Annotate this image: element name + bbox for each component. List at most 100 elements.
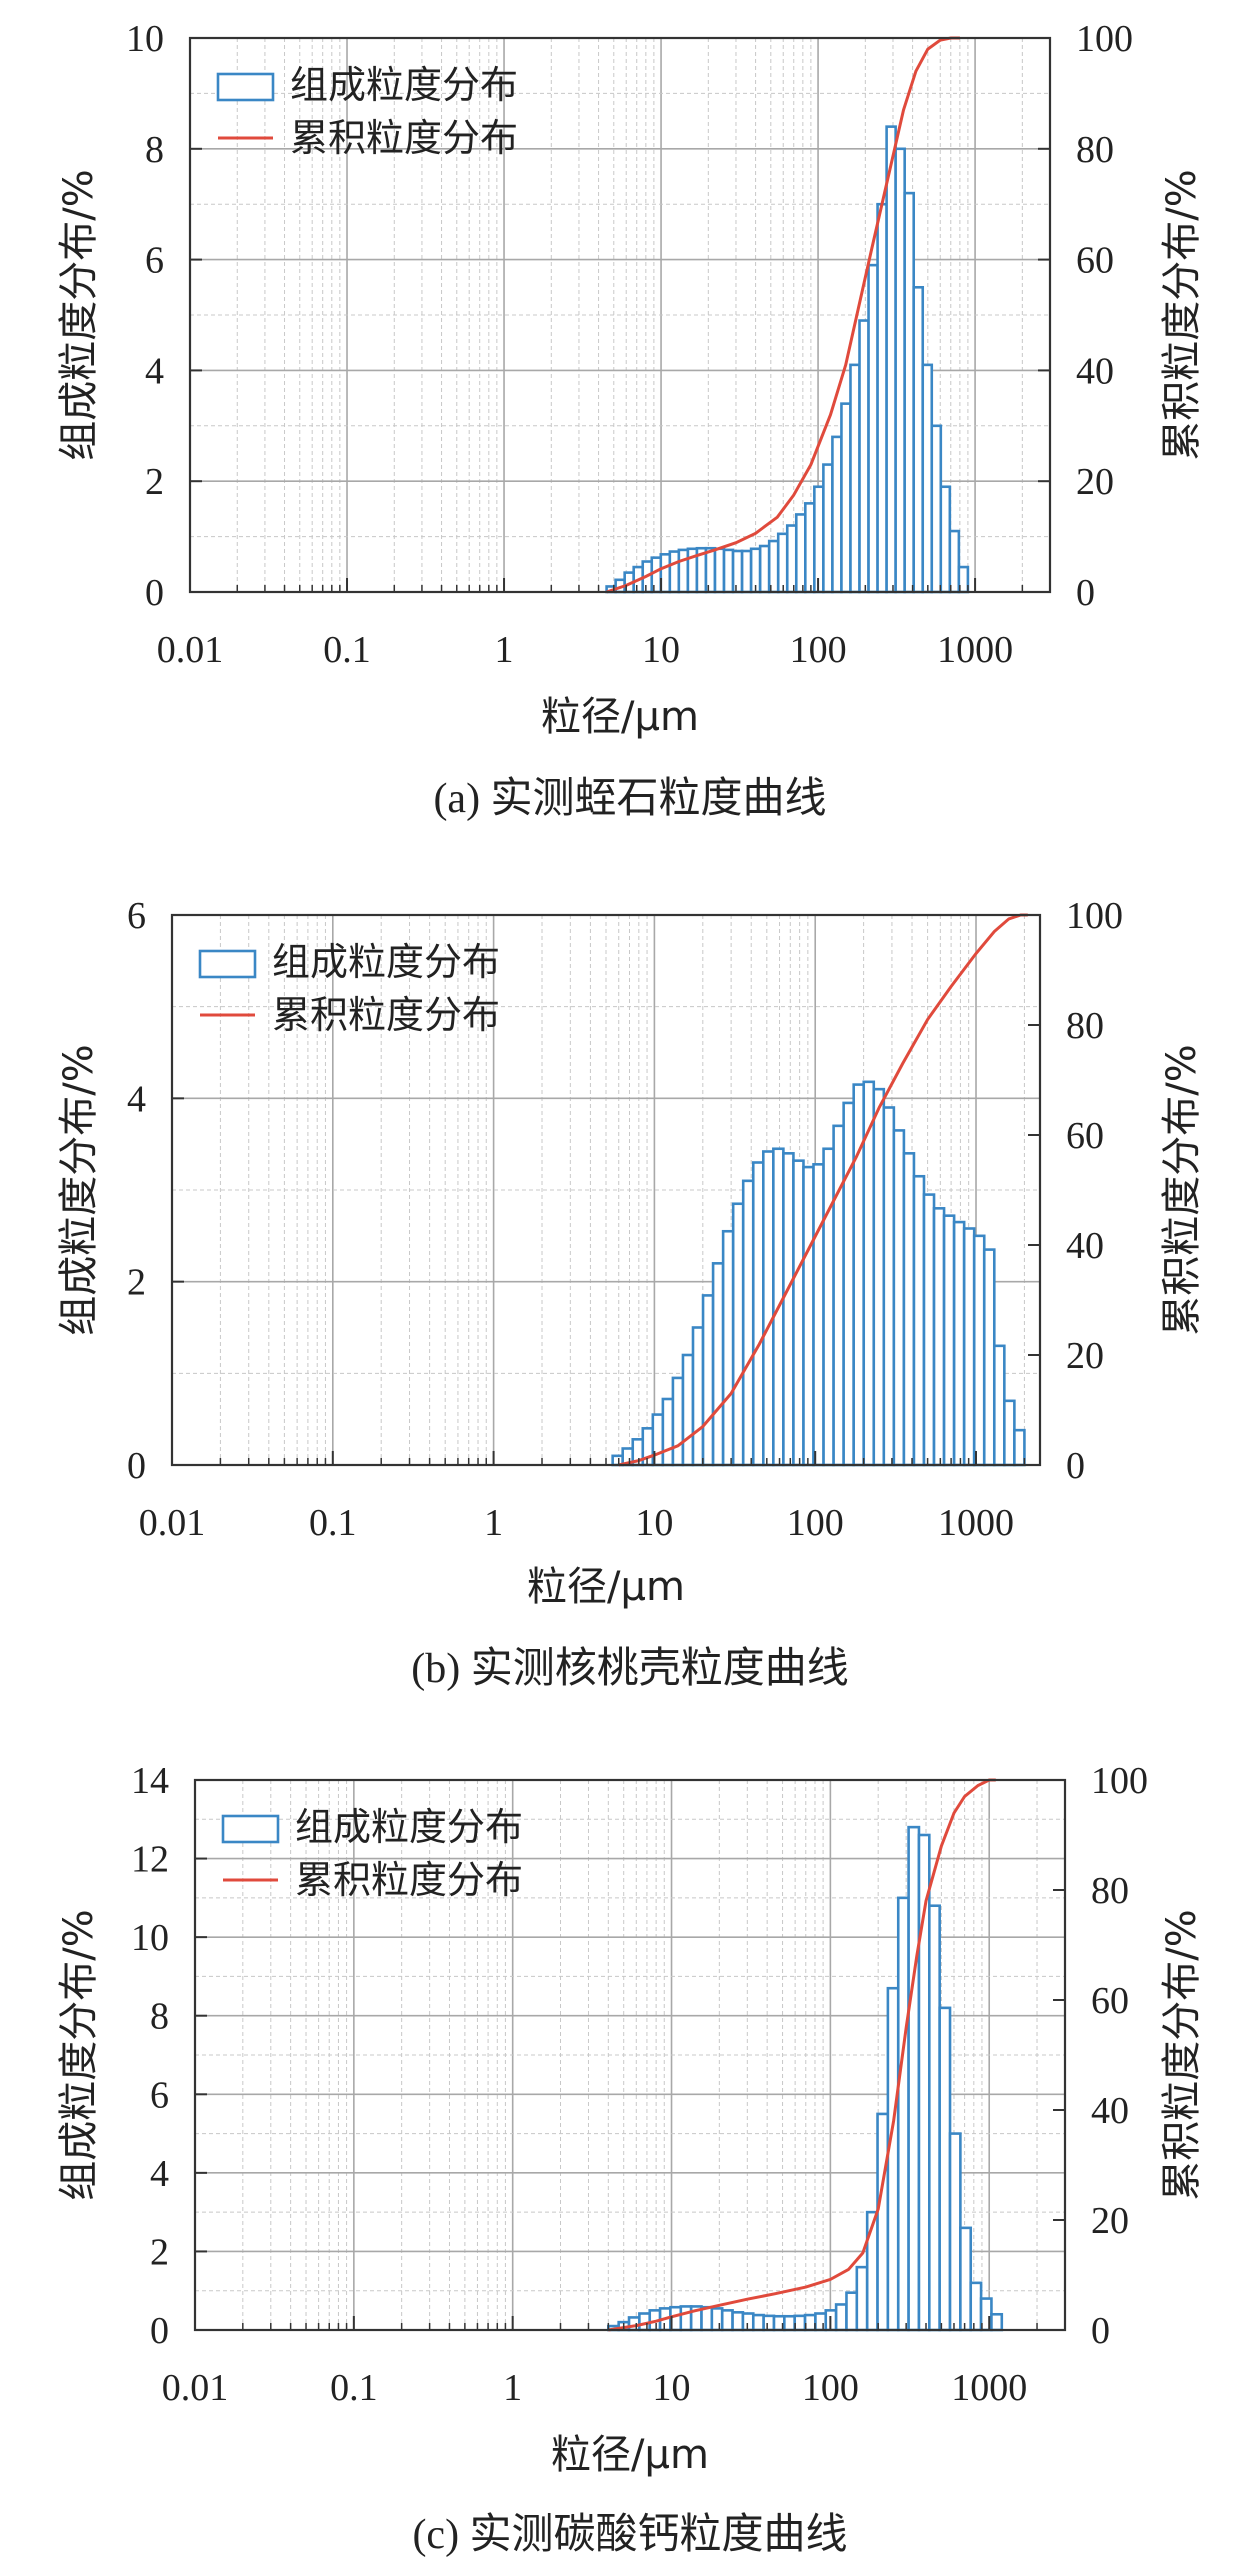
histogram-bar [858,319,870,594]
y2-axis-title: 累积粒度分布/% [1159,169,1205,460]
bar-series [607,1825,1004,2332]
legend-bar-swatch [198,949,257,979]
x-tick-label: 0.01 [139,1502,206,1544]
histogram-bar [876,2112,890,2332]
histogram-bar [710,2307,724,2332]
x-tick-label: 1 [503,2367,522,2409]
histogram-bar [939,485,952,594]
histogram-bar [700,2305,714,2332]
histogram-bar [822,463,834,594]
y-axis-left: 0 2 4 6 8 10 12 14 [131,1760,207,2352]
cumulative-line [606,36,960,594]
x-tick-label: 1000 [938,1502,1014,1544]
histogram-bar [767,539,780,594]
y-tick-label: 2 [150,2231,169,2273]
histogram-bar [741,2312,755,2332]
y-tick-label: 8 [150,1996,169,2038]
chart-panel-0: 0.01 0.1 1 10 100 10000246810020406080100组成粒度… [56,18,1205,822]
legend-bar-swatch [221,1814,280,1844]
y-tick-label: 2 [145,461,164,503]
y-tick-label: 0 [150,2310,169,2352]
y-tick-label: 0 [145,572,164,614]
y2-tick-label: 80 [1066,1005,1104,1047]
histogram-bar [872,1087,886,1467]
y-tick-label: 4 [145,350,164,392]
y-tick-label: 14 [131,1760,169,1802]
x-tick-label: 100 [790,629,847,671]
figure-caption: (a) 实测蛭石粒度曲线 [433,775,826,822]
histogram-bar [792,1159,805,1467]
histogram-bar [704,546,717,594]
y-axis-left: 0 2 4 6 8 10 [126,18,202,614]
y-tick-label: 6 [150,2074,169,2116]
y2-tick-label: 80 [1091,1870,1129,1912]
y-tick-label: 10 [126,18,164,60]
x-tick-label: 10 [653,2367,691,2409]
histogram-bar [758,544,771,594]
cumulative-line [608,1778,996,2332]
histogram-bar [741,1179,755,1467]
legend-bar-label: 组成粒度分布 [272,940,500,984]
y-tick-label: 6 [127,895,146,937]
histogram-bar [842,1101,855,1467]
y-tick-label: 4 [127,1078,146,1120]
histogram-bar [845,2291,859,2332]
histogram-bar [992,1344,1006,1467]
chart-panel-2: 0.01 0.1 1 10 100 1000 0 2 4 6 8 10 12 14 0 20 40 60 80 100… [56,1760,1205,2558]
y-axis-right: 0 20 40 60 80 100 [1028,895,1123,1487]
plot-frame [193,1778,1067,2332]
histogram-bar [671,1376,685,1467]
histogram-bar [751,1161,765,1467]
histogram-bar [907,1825,921,2332]
histogram-bar [721,1229,735,1467]
y2-tick-label: 40 [1091,2090,1129,2132]
legend-line-label: 累积粒度分布 [295,1858,523,1902]
histogram-bar [959,2226,973,2332]
legend-bar-swatch [216,72,275,102]
histogram-bar [938,2006,952,2332]
cumulative-line [618,913,1028,1467]
x-tick-label: 0.1 [330,2367,378,2409]
histogram-bar [882,1106,896,1467]
histogram-bar [783,2314,796,2332]
histogram-bar [831,435,843,594]
histogram-bar [720,2309,734,2332]
histogram-bar [668,550,681,594]
histogram-bar [912,1174,926,1467]
histogram-bar [834,2303,848,2332]
y2-tick-label: 40 [1076,350,1114,392]
plot-frame [188,36,1052,594]
legend-bar-label: 组成粒度分布 [290,63,518,107]
y-axis-left: 0 2 4 6 [127,895,184,1487]
y2-axis-title: 累积粒度分布/% [1159,1909,1205,2200]
y2-tick-label: 60 [1076,240,1114,282]
chart-panel-1: 0.01 0.1 1 10 100 10000246020406080100组成粒度分布/… [56,895,1205,1692]
y2-tick-label: 0 [1091,2310,1110,2352]
x-tick-label: 100 [787,1502,844,1544]
x-axis: 0.01 0.1 1 10 100 1000 [157,578,1051,671]
y2-tick-label: 0 [1066,1445,1085,1487]
y2-tick-label: 60 [1066,1115,1104,1157]
histogram-bar [814,2312,828,2332]
histogram-bar [740,549,753,594]
x-axis: 0.01 0.1 1 10 100 1000 [139,1451,1026,1544]
histogram-bar [942,1214,956,1467]
x-tick-label: 1000 [951,2367,1027,2409]
histogram-bar [793,2314,807,2332]
histogram-bar [849,363,861,594]
histogram-bar [928,1904,941,2332]
bar-series [611,1080,1026,1467]
histogram-bar [776,532,789,594]
histogram-bar [969,2281,983,2332]
histogram-bar [813,485,825,594]
histogram-bar [840,402,852,594]
histogram-bar [711,1262,725,1467]
y2-tick-label: 20 [1091,2200,1129,2242]
histogram-bar [627,2316,641,2332]
histogram-bar [762,2314,776,2332]
x-axis-title: 粒径/μm [541,694,699,740]
y-tick-label: 6 [145,240,164,282]
histogram-bar [785,524,798,594]
y2-tick-label: 100 [1066,895,1123,937]
